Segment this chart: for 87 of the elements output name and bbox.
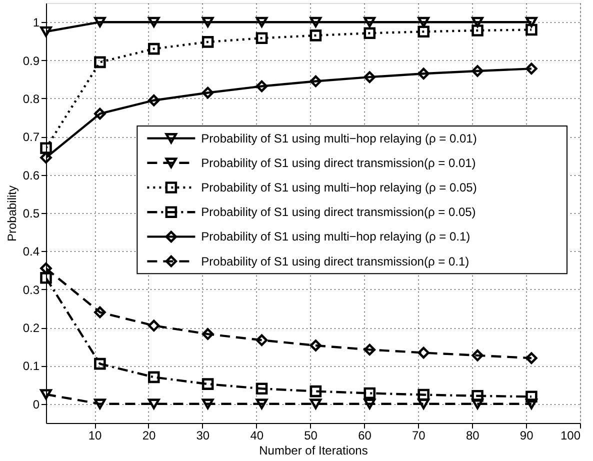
point: [40, 142, 52, 154]
y-tick-label: 0.1: [22, 359, 40, 374]
x-tick-label: 20: [142, 428, 156, 442]
legend-label: Probability of S1 using direct transmission(ρ = 0.05): [201, 205, 476, 220]
point: [202, 378, 214, 390]
y-tick-label: 0.3: [22, 282, 40, 297]
point: [256, 32, 268, 44]
point: [256, 334, 268, 346]
y-tick-label: 0.8: [22, 92, 40, 106]
point: [364, 398, 376, 410]
point: [418, 398, 430, 410]
point: [202, 86, 214, 99]
point: [526, 390, 538, 403]
point: [148, 16, 160, 28]
point: [472, 24, 484, 36]
point: [418, 388, 430, 401]
x-tick-label: 30: [196, 428, 210, 442]
y-tick-label: 0.9: [22, 54, 40, 68]
point: [526, 352, 538, 364]
x-tick-label: 70: [412, 428, 426, 442]
point: [526, 16, 538, 28]
legend-label: Probability of S1 using direct transmission(ρ = 0.01): [201, 156, 476, 170]
x-tick-label: 60: [358, 428, 372, 442]
point: [202, 328, 214, 340]
point: [310, 340, 322, 352]
point: [94, 108, 106, 120]
point: [148, 94, 160, 106]
y-tick-label: 1: [32, 16, 40, 30]
x-tick-label: 90: [520, 428, 534, 442]
point: [472, 65, 484, 77]
x-tick-label: 80: [466, 428, 480, 442]
point: [310, 16, 322, 28]
point: [526, 398, 538, 410]
point: [310, 398, 322, 410]
point: [364, 387, 376, 400]
legend-label: Probability of S1 using multi−hop relaying (ρ = 0.01): [201, 131, 477, 146]
point: [418, 16, 430, 28]
point: [148, 42, 160, 55]
point: [148, 371, 160, 384]
x-axis-title: Number of Iterations: [259, 444, 368, 458]
point: [364, 16, 376, 28]
point: [40, 26, 52, 37]
point: [256, 382, 268, 395]
x-tick-label: 100: [560, 428, 581, 442]
point: [94, 16, 106, 28]
point: [310, 385, 322, 398]
point: [364, 344, 376, 356]
point: [148, 398, 160, 410]
y-axis-title: Probability: [4, 185, 19, 242]
legend-label: Probability of S1 using multi−hop relaying (ρ = 0.1): [201, 230, 470, 244]
point: [418, 26, 430, 38]
x-tick-label: 50: [304, 428, 318, 442]
point: [418, 346, 430, 359]
point: [256, 398, 268, 410]
point: [256, 16, 268, 28]
y-tick-label: 0.4: [22, 244, 40, 259]
point: [202, 398, 214, 410]
point: [364, 27, 376, 40]
y-tick-label: 0.7: [22, 130, 40, 144]
point: [310, 75, 322, 88]
point: [94, 306, 106, 318]
point: [202, 36, 214, 48]
point: [310, 30, 322, 42]
y-tick-label: 0: [32, 397, 40, 412]
point: [94, 398, 106, 410]
y-tick-label: 0.5: [22, 206, 40, 220]
point: [472, 390, 484, 402]
y-tick-label: 0.6: [22, 168, 40, 182]
point: [472, 16, 484, 28]
point: [40, 389, 52, 400]
point: [94, 358, 106, 370]
point: [256, 80, 268, 92]
point: [40, 272, 52, 284]
point: [526, 24, 538, 36]
point: [472, 398, 484, 410]
x-tick-label: 10: [88, 428, 102, 442]
point: [202, 16, 214, 28]
point: [148, 320, 160, 332]
legend-label: Probability of S1 using direct transmission(ρ = 0.1): [201, 254, 470, 268]
legend-label: Probability of S1 using multi−hop relaying (ρ = 0.05): [201, 180, 477, 194]
point: [94, 56, 106, 68]
x-tick-label: 40: [250, 428, 264, 442]
point: [526, 62, 538, 75]
y-tick-label: 0.2: [22, 321, 40, 336]
point: [364, 71, 376, 83]
point: [472, 350, 484, 362]
point: [418, 68, 430, 80]
